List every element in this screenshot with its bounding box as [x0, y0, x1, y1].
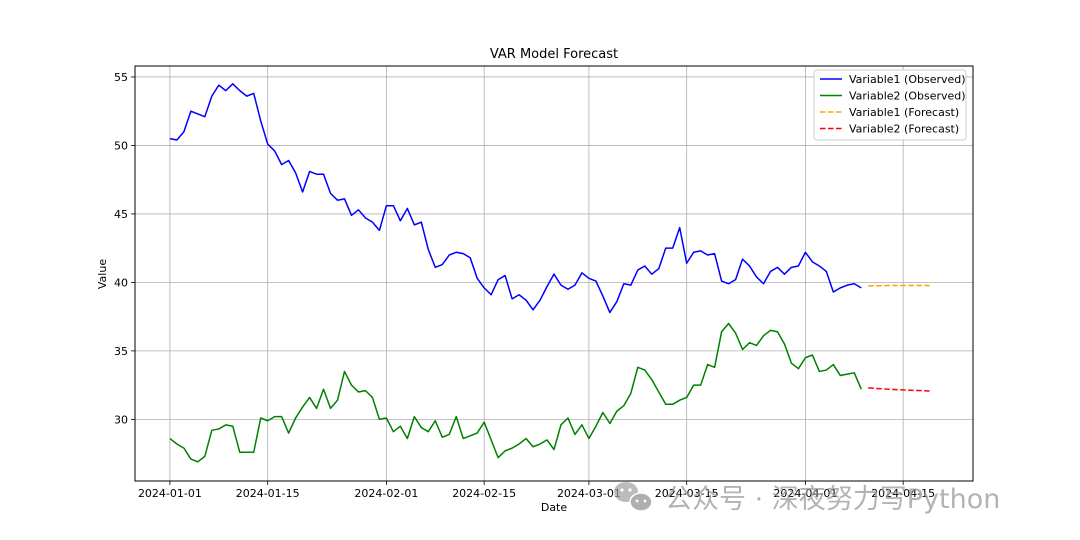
y-tick-label: 35	[114, 345, 128, 358]
y-axis-label: Value	[96, 259, 109, 289]
series-lines	[169, 83, 932, 463]
series-line-1	[169, 83, 862, 314]
legend-label: Variable2 (Observed)	[849, 90, 966, 103]
x-tick-label: 2024-03-01	[557, 487, 621, 500]
x-tick-label: 2024-03-15	[655, 487, 719, 500]
legend-label: Variable2 (Forecast)	[849, 123, 959, 136]
legend: Variable1 (Observed) Variable2 (Observed)…	[813, 69, 967, 141]
watermark: 公众号 · 深夜努力写Python	[614, 482, 1000, 515]
series-line-4	[868, 387, 932, 392]
x-axis-label: Date	[541, 501, 568, 514]
x-tick-label: 2024-01-01	[138, 487, 202, 500]
x-tick-label: 2024-02-01	[354, 487, 418, 500]
y-tick-label: 50	[114, 139, 128, 152]
watermark-text: 公众号 · 深夜努力写Python	[665, 484, 1000, 515]
axis-ticks: 2024-01-01 2024-01-15 2024-02-01 2024-02-15…	[114, 71, 935, 500]
x-tick-label: 2024-01-15	[236, 487, 300, 500]
chart-title: VAR Model Forecast	[490, 47, 618, 62]
y-tick-label: 40	[114, 276, 128, 289]
legend-label: Variable1 (Forecast)	[849, 106, 959, 119]
series-line-2	[169, 322, 862, 463]
legend-label: Variable1 (Observed)	[849, 73, 966, 86]
wechat-icon	[614, 482, 653, 512]
y-tick-label: 30	[114, 413, 128, 426]
x-tick-label: 2024-04-15	[871, 487, 935, 500]
x-tick-label: 2024-04-01	[773, 487, 837, 500]
plot-area-frame	[134, 65, 974, 482]
y-tick-label: 45	[114, 208, 128, 221]
y-tick-label: 55	[114, 71, 128, 84]
legend-box	[813, 69, 967, 141]
x-tick-label: 2024-02-15	[452, 487, 516, 500]
